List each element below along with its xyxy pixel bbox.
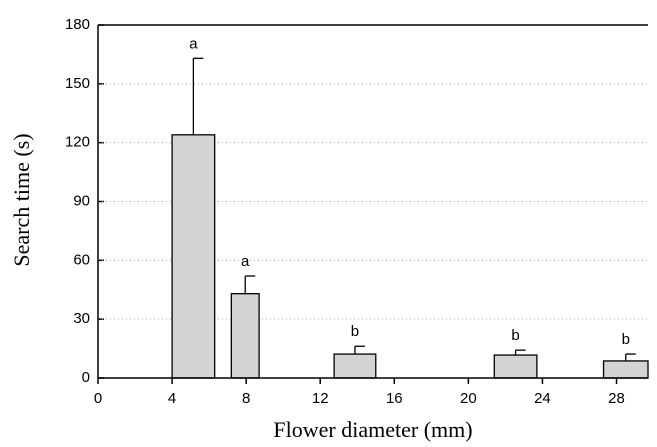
annotation: b xyxy=(511,327,519,344)
x-tick-label: 24 xyxy=(534,390,551,407)
y-axis-title: Search time (s) xyxy=(9,133,34,266)
annotation: b xyxy=(622,331,630,348)
bar xyxy=(602,360,649,379)
x-tick-label: 12 xyxy=(312,390,329,407)
y-tick-label: 150 xyxy=(65,75,90,92)
x-tick-label: 28 xyxy=(608,390,625,407)
x-tick-label: 0 xyxy=(94,390,102,407)
annotation: a xyxy=(241,253,250,270)
x-tick-label: 20 xyxy=(460,390,477,407)
y-tick-label: 90 xyxy=(73,192,90,209)
bar xyxy=(171,134,216,379)
x-tick-label: 8 xyxy=(242,390,250,407)
x-axis-title: Flower diameter (mm) xyxy=(273,417,472,442)
y-tick-label: 0 xyxy=(82,369,90,386)
x-tick-label: 16 xyxy=(386,390,403,407)
bar xyxy=(230,293,260,379)
y-tick-label: 30 xyxy=(73,310,90,327)
annotation: a xyxy=(189,35,198,52)
bar xyxy=(493,354,538,379)
y-tick-label: 180 xyxy=(65,16,90,33)
bar xyxy=(333,353,377,379)
annotation: b xyxy=(351,323,359,340)
y-tick-label: 60 xyxy=(73,251,90,268)
y-tick-label: 120 xyxy=(65,134,90,151)
x-tick-label: 4 xyxy=(168,390,176,407)
